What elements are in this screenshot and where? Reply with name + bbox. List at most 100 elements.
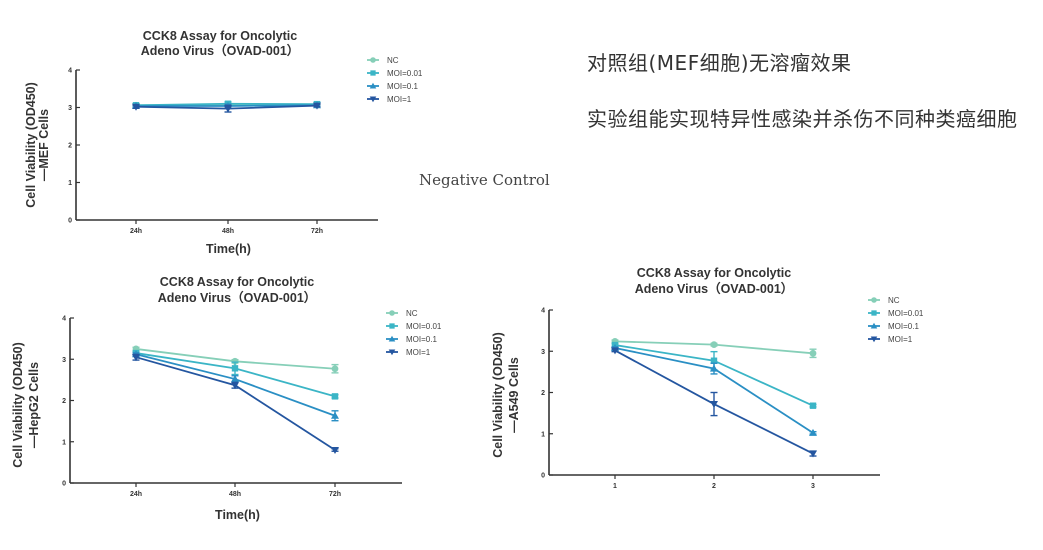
y-axis-label-line: —MEF Cells — [37, 109, 51, 181]
data-point — [224, 105, 232, 113]
note-experiment-group: 实验组能实现特异性感染并杀伤不同种类癌细胞 — [587, 107, 1018, 131]
data-point — [231, 357, 239, 365]
x-axis-label: Time(h) — [206, 242, 251, 256]
legend: NC MOI=0.01 MOI=0.1 MOI=1 — [868, 296, 924, 344]
data-point — [331, 393, 339, 400]
legend-label: MOI=0.1 — [406, 335, 437, 344]
legend-label: MOI=0.01 — [888, 309, 924, 318]
y-tick-label: 1 — [541, 431, 545, 438]
legend-item: NC — [367, 56, 399, 65]
y-tick-label: 2 — [62, 398, 66, 405]
legend-marker — [870, 336, 878, 343]
legend-marker — [389, 323, 395, 329]
data-point — [710, 341, 718, 349]
data-point — [809, 450, 817, 458]
chart-title-line: Adeno Virus（OVAD-001） — [158, 290, 317, 305]
chart-title-line: CCK8 Assay for Oncolytic — [160, 275, 314, 289]
chart-title-line: Adeno Virus（OVAD-001） — [635, 281, 794, 296]
y-tick-label: 0 — [541, 473, 545, 480]
x-tick-label: 48h — [222, 228, 234, 235]
y-axis-label: Cell Viability (OD450) —MEF Cells — [24, 82, 51, 208]
legend-label: MOI=0.1 — [387, 82, 418, 91]
legend-item: MOI=0.01 — [367, 69, 423, 78]
y-tick-label: 4 — [68, 68, 72, 75]
legend-label: NC — [387, 56, 399, 65]
legend-marker — [369, 96, 377, 103]
chart-title-line: Adeno Virus（OVAD-001） — [141, 43, 300, 58]
legend-item: MOI=0.01 — [868, 309, 924, 318]
legend-item: MOI=1 — [386, 348, 431, 357]
series-moi-1 — [132, 102, 321, 113]
y-tick-label: 3 — [62, 357, 66, 364]
legend-item: NC — [386, 309, 418, 318]
data-point — [231, 375, 239, 383]
data-point — [231, 382, 239, 390]
legend-label: MOI=1 — [888, 335, 913, 344]
y-tick-label: 1 — [68, 180, 72, 187]
y-axis-label-line: —HepG2 Cells — [27, 362, 41, 448]
x-tick-label: 1 — [613, 483, 617, 490]
x-tick-label: 72h — [329, 491, 341, 498]
y-axis-label-line: Cell Viability (OD450) — [11, 342, 25, 468]
legend: NC MOI=0.01 MOI=0.1 MOI=1 — [367, 56, 423, 104]
data-point — [710, 357, 718, 364]
data-point — [809, 349, 817, 357]
legend-label: MOI=0.01 — [387, 69, 423, 78]
chart-title-line: CCK8 Assay for Oncolytic — [143, 29, 297, 43]
series-moi-1 — [611, 347, 817, 458]
x-axis-label: Time(h) — [215, 508, 260, 522]
series-moi-0-01 — [132, 349, 339, 400]
data-point — [331, 365, 339, 373]
y-axis-label: Cell Viability (OD450) —A549 Cells — [491, 332, 521, 458]
legend-marker — [370, 70, 376, 76]
legend-label: MOI=1 — [406, 348, 431, 357]
legend-marker — [369, 82, 377, 89]
negative-control-label: Negative Control — [419, 171, 550, 189]
legend-marker — [389, 310, 395, 316]
legend-item: MOI=1 — [367, 95, 412, 104]
legend-marker — [370, 57, 376, 63]
x-tick-label: 2 — [712, 483, 716, 490]
y-tick-label: 3 — [68, 105, 72, 112]
legend-item: MOI=0.1 — [367, 82, 418, 91]
legend-marker — [388, 335, 396, 342]
note-control-group: 对照组(MEF细胞)无溶瘤效果 — [587, 51, 852, 75]
x-tick-label: 72h — [311, 228, 323, 235]
y-tick-label: 4 — [62, 316, 66, 323]
legend-item: MOI=0.1 — [386, 335, 437, 344]
y-axis-label-line: Cell Viability (OD450) — [491, 332, 505, 458]
data-point — [132, 103, 140, 111]
x-tick-label: 48h — [229, 491, 241, 498]
y-axis-label: Cell Viability (OD450) —HepG2 Cells — [11, 342, 41, 468]
series-moi-1 — [132, 353, 339, 454]
legend-marker — [871, 297, 877, 303]
data-point — [331, 411, 339, 419]
y-tick-label: 4 — [541, 308, 545, 315]
chart-title-line: CCK8 Assay for Oncolytic — [637, 266, 791, 280]
legend: NC MOI=0.01 MOI=0.1 MOI=1 — [386, 309, 442, 357]
data-point — [809, 428, 817, 436]
y-tick-label: 2 — [541, 390, 545, 397]
data-point — [710, 401, 718, 409]
y-axis-label-line: Cell Viability (OD450) — [24, 82, 38, 208]
y-tick-label: 3 — [541, 349, 545, 356]
legend-item: NC — [868, 296, 900, 305]
data-point — [331, 447, 339, 454]
legend-marker — [870, 322, 878, 329]
legend-marker — [871, 310, 877, 316]
legend-label: MOI=0.01 — [406, 322, 442, 331]
legend-item: MOI=1 — [868, 335, 913, 344]
data-point — [611, 347, 619, 355]
x-tick-label: 3 — [811, 483, 815, 490]
data-point — [231, 365, 239, 372]
legend-label: MOI=1 — [387, 95, 412, 104]
y-tick-label: 2 — [68, 143, 72, 150]
x-tick-label: 24h — [130, 491, 142, 498]
data-point — [710, 364, 718, 372]
y-axis-label-line: —A549 Cells — [507, 357, 521, 433]
legend-marker — [388, 349, 396, 356]
y-tick-label: 0 — [68, 218, 72, 225]
legend-label: NC — [888, 296, 900, 305]
